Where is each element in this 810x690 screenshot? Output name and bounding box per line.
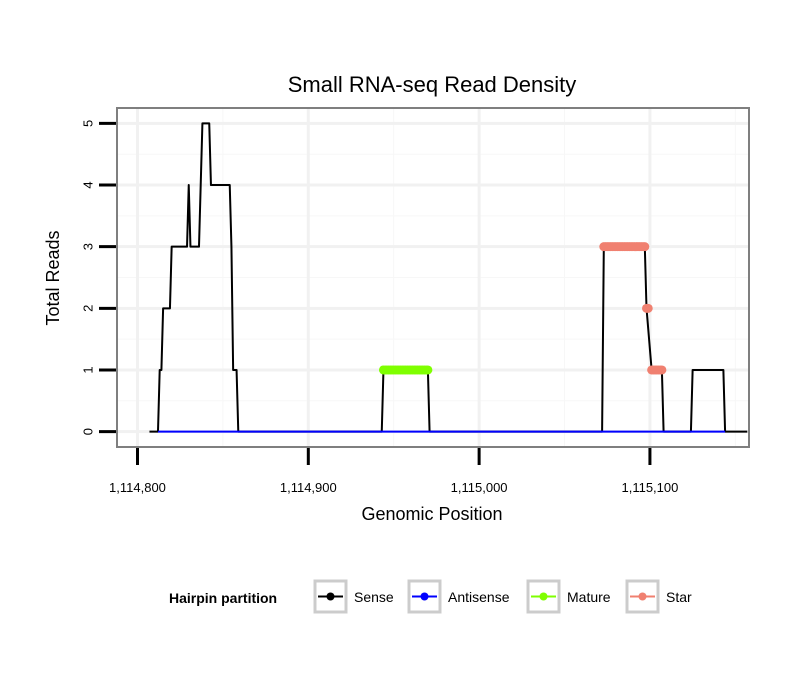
legend-label-mature: Mature [567,589,611,605]
series-line-sense [149,122,748,433]
legend-key-dot [420,592,429,601]
data-point-star [643,303,653,313]
legend: Hairpin partition Sense Antisense Mature St… [169,579,692,614]
y-tick-label: 5 [81,120,96,127]
data-point-mature [423,365,433,375]
legend-key-dot [326,592,335,601]
plot-panel-border [116,107,750,448]
legend-label-star: Star [666,589,692,605]
chart-title: Small RNA-seq Read Density [288,72,577,97]
y-tick-label: 4 [81,181,96,188]
legend-key-dot [539,592,548,601]
legend-label-sense: Sense [354,589,394,605]
x-tick-label: 1,115,100 [621,480,678,495]
y-tick-label: 2 [81,305,96,312]
legend-key-dot [638,592,647,601]
y-axis-title: Total Reads [43,230,63,325]
y-tick-label: 0 [81,428,96,435]
y-tick-label: 1 [81,366,96,373]
legend-label-antisense: Antisense [448,589,510,605]
x-tick-label: 1,114,900 [280,480,337,495]
x-axis-title: Genomic Position [361,504,502,524]
x-tick-label: 1,114,800 [109,480,166,495]
x-tick-label: 1,115,000 [451,480,508,495]
data-point-star [657,365,667,375]
y-tick-label: 3 [81,243,96,250]
data-point-star [640,242,650,252]
legend-title: Hairpin partition [169,590,277,606]
